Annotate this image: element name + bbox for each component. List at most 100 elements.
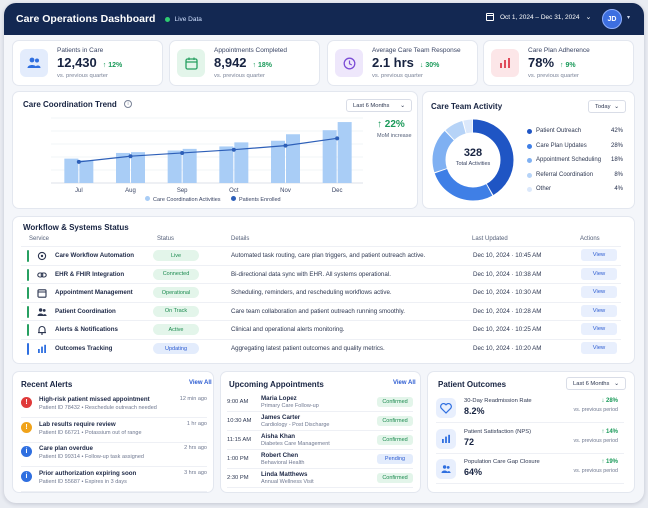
donut-segment	[432, 119, 514, 201]
table-row[interactable]: EHR & FHIR Integration Connected Bi-direct…	[21, 264, 621, 283]
calendar-icon	[37, 288, 47, 298]
table-row[interactable]: Appointment Management Operational Schedul…	[21, 283, 621, 301]
bar-chart-icon	[436, 428, 456, 449]
alert-item[interactable]: i Care plan overdue Patient ID 99314 • Fol…	[21, 443, 207, 467]
x-tick-label: Dec	[332, 188, 343, 194]
donut-segment	[432, 119, 514, 201]
patient-outcomes-card: Patient Outcomes Last 6 Months ⌄ 30-Day R…	[427, 371, 635, 493]
kpi-card-adherence: Care Plan Adherence 78% ↑ 9% vs. previous…	[483, 40, 634, 86]
alert-time: 1 hr ago	[186, 420, 207, 427]
appointments-view-all-link[interactable]: View All	[393, 380, 416, 386]
status-bar	[27, 250, 29, 262]
alert-item[interactable]: ! High-risk patient missed appointment Pat…	[21, 394, 207, 418]
x-tick-label: Sep	[177, 188, 188, 194]
status-badge: Connected	[153, 268, 199, 280]
view-button[interactable]: View	[581, 342, 617, 354]
last-updated: Dec 10, 2024 · 10:20 AM	[473, 345, 542, 352]
activity-period-select[interactable]: Today ⌄	[588, 100, 626, 113]
info-icon: i	[21, 446, 32, 457]
care-team-activity-card: Care Team Activity Today ⌄ 328 Total Acti…	[422, 91, 635, 209]
appointment-item[interactable]: 9:00 AM Maria Lopez Primary Care Follow-up…	[227, 394, 413, 412]
service-name: Care Workflow Automation	[55, 252, 135, 259]
view-button[interactable]: View	[581, 286, 617, 299]
alert-time: 3 hrs ago	[184, 469, 207, 476]
kpi-label: Average Care Team Response	[372, 47, 461, 54]
alert-time: 2 hrs ago	[184, 445, 207, 451]
col-status: Status	[157, 236, 175, 242]
outcome-item: Population Care Gap Closure 64% ↑ 19% vs. p…	[436, 455, 624, 484]
outcome-sub: vs. previous period	[573, 437, 618, 444]
live-dot-icon	[165, 16, 171, 22]
kpi-sub: vs. previous quarter	[57, 73, 108, 79]
appointment-time: 10:30 AM	[227, 418, 252, 424]
status-badge: Operational	[153, 287, 199, 299]
view-button[interactable]: View	[581, 323, 617, 336]
kpi-sub: vs. previous quarter	[372, 73, 423, 79]
legend-activities: Care Coordination Activities	[145, 196, 221, 203]
table-row[interactable]: Patient Coordination On Track Care team co…	[21, 301, 621, 320]
service-details: Care team collaboration and patient outr…	[231, 307, 405, 315]
alert-sub: Patient ID 78432 • Reschedule outreach n…	[39, 405, 157, 411]
kpi-sub: vs. previous quarter	[528, 73, 579, 79]
point-patients-enrolled	[128, 154, 133, 159]
alert-item[interactable]: i Prior authorization expiring soon Patien…	[21, 468, 207, 492]
outcomes-period-select[interactable]: Last 6 Months ⌄	[566, 377, 626, 390]
info-icon[interactable]: i	[124, 100, 132, 108]
alerts-view-all-link[interactable]: View All	[189, 380, 212, 386]
avatar-chevron-icon[interactable]: ▾	[627, 15, 631, 21]
appointment-time: 9:00 AM	[227, 399, 249, 405]
appointment-item[interactable]: 2:30 PM Linda Matthews Annual Wellness Vis…	[227, 470, 413, 488]
outcome-sub: vs. previous period	[573, 468, 618, 474]
appointment-item[interactable]: 11:15 AM Aisha Khan Diabetes Care Manageme…	[227, 432, 413, 450]
view-button[interactable]: View	[581, 304, 617, 317]
alert-title: Care plan overdue	[39, 445, 93, 452]
service-name: EHR & FHIR Integration	[55, 270, 125, 278]
trend-period-select[interactable]: Last 6 Months ⌄	[346, 99, 412, 112]
outcome-value: 64%	[464, 467, 483, 477]
col-service: Service	[29, 236, 50, 242]
outcome-sub: vs. previous period	[573, 407, 618, 413]
bar-chart-icon	[491, 49, 519, 77]
service-details: Scheduling, reminders, and rescheduling …	[231, 289, 392, 297]
alert-item[interactable]: ! Lab results require review Patient ID 66…	[21, 419, 207, 443]
table-row[interactable]: Care Workflow Automation Live Automated ta…	[21, 246, 621, 264]
activity-legend-item: Patient Outreach 42%	[527, 127, 623, 137]
user-avatar[interactable]: JD	[602, 9, 622, 29]
bar-activities	[79, 160, 94, 183]
bar-activities	[322, 130, 337, 183]
date-range-label: Oct 1, 2024 – Dec 31, 2024	[500, 13, 580, 21]
patient-name: Linda Matthews	[261, 471, 308, 478]
date-range-picker[interactable]: Oct 1, 2024 – Dec 31, 2024 ⌄	[486, 13, 591, 21]
last-updated: Dec 10, 2024 · 10:28 AM	[473, 307, 542, 315]
appointment-time: 2:30 PM	[227, 475, 249, 481]
view-button[interactable]: View	[581, 267, 617, 280]
table-row[interactable]: Outcomes Tracking Updating Aggregating lat…	[21, 339, 621, 357]
trend-period-label: Last 6 Months	[353, 102, 390, 109]
status-bar	[27, 343, 29, 355]
appointment-item[interactable]: 10:30 AM James Carter Cardiology - Post Di…	[227, 413, 413, 431]
outcome-item: 30-Day Readmission Rate 8.2% ↓ 28% vs. prev…	[436, 394, 624, 423]
bar-activities	[271, 140, 285, 183]
activity-total: 328	[463, 147, 483, 159]
outcome-change: ↑ 14%	[601, 428, 618, 435]
status-bar	[27, 268, 29, 281]
info-icon: i	[21, 470, 32, 482]
service-name: Outcomes Tracking	[55, 345, 113, 352]
table-row[interactable]: Alerts & Notifications Active Clinical and…	[21, 320, 621, 338]
users-icon	[436, 459, 456, 479]
last-updated: Dec 10, 2024 · 10:45 AM	[473, 252, 542, 259]
alert-sub: Patient ID 55687 • Expires in 3 days	[39, 478, 127, 485]
appointment-item[interactable]: 1:00 PM Robert Chen Behavioral Health Pendi…	[227, 451, 413, 469]
chevron-down-icon: ⌄	[400, 102, 405, 109]
workflow-rows: Care Workflow Automation Live Automated ta…	[21, 217, 621, 365]
users-icon	[20, 49, 48, 77]
kpi-change: ↑ 9%	[560, 62, 576, 69]
x-tick-label: Jul	[75, 188, 83, 194]
service-details: Bi-directional data sync with EHR. All s…	[231, 270, 391, 278]
view-button[interactable]: View	[581, 249, 617, 261]
activity-legend-item: Referral Coordination 8%	[527, 171, 623, 181]
last-updated: Dec 10, 2024 · 10:25 AM	[473, 326, 542, 334]
kpi-label: Appointments Completed	[214, 47, 287, 54]
care-coordination-trend-card: Care Coordination Trend i Last 6 Months ⌄…	[12, 91, 418, 209]
alert-sub: Patient ID 99314 • Follow-up task assign…	[39, 454, 144, 460]
